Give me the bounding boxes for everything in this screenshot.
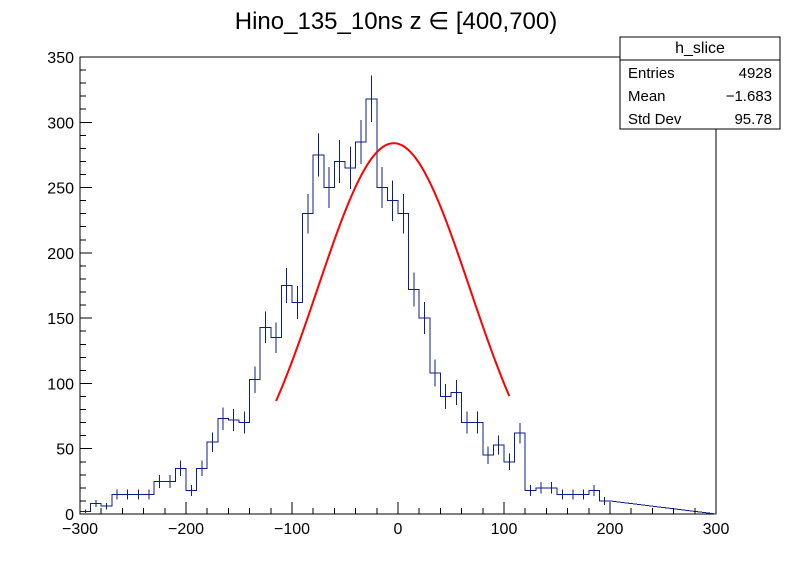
gaussian-fit-line (275, 142, 511, 402)
chart-marks: −300 −200 −100 0 100 200 300 0 50 100 150 200 250 300… (47, 50, 729, 538)
stats-box-frame (619, 36, 781, 130)
x-axis-tick-label: −300 (62, 521, 98, 538)
y-axis-tick-label: 350 (47, 50, 74, 67)
x-axis-tick-label: 100 (491, 521, 518, 538)
y-axis-tick-label: 0 (65, 507, 74, 524)
y-axis-tick-label: 150 (47, 311, 74, 328)
stats-box-title: h_slice (675, 40, 725, 57)
histogram-series-path (79, 98, 717, 515)
chart-title: Hino_135_10ns z ∈ [400,700) (235, 8, 557, 35)
x-axis-tick-label: −200 (168, 521, 204, 538)
x-axis-tick-label: 300 (703, 521, 730, 538)
stats-mean-label: Mean (628, 88, 666, 105)
y-axis-tick-label: 100 (47, 376, 74, 393)
x-axis-tick-label: 200 (597, 521, 624, 538)
y-axis-tick-label: 200 (47, 246, 74, 263)
stats-entries-value: 4928 (739, 65, 772, 82)
stats-stddev-value: 95.78 (734, 111, 772, 128)
stats-stddev-label: Std Dev (628, 111, 682, 128)
y-axis-tick-label: 300 (47, 115, 74, 132)
y-axis-tick-label: 250 (47, 181, 74, 198)
stats-box: h_slice Entries 4928 Mean −1.683 Std Dev… (619, 36, 781, 130)
x-axis-tick-label: 0 (394, 521, 403, 538)
stats-entries-label: Entries (628, 65, 675, 82)
stats-mean-value: −1.683 (726, 88, 772, 105)
x-axis-tick-label: −100 (274, 521, 310, 538)
y-axis-tick-label: 50 (56, 442, 74, 459)
